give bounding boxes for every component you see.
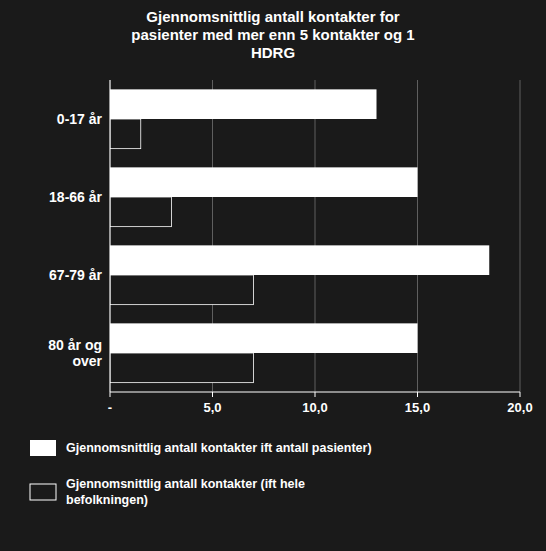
chart: Gjennomsnittlig antall kontakter forpasi… (0, 0, 546, 551)
x-axis-line (110, 392, 520, 393)
bar (110, 275, 254, 305)
bar (110, 245, 489, 275)
grid (110, 80, 520, 392)
bar (110, 197, 172, 227)
bar (110, 167, 418, 197)
tick-mark (417, 392, 418, 397)
tick-label: 15,0 (405, 400, 430, 415)
tick-label: 5,0 (203, 400, 221, 415)
bar (110, 353, 254, 383)
tick-mark (212, 392, 213, 397)
tick-label: 10,0 (302, 400, 327, 415)
grid-line (520, 80, 521, 392)
title: Gjennomsnittlig antall kontakter forpasi… (131, 8, 414, 61)
bars (110, 89, 489, 382)
legend-label: Gjennomsnittlig antall kontakter (ift he… (66, 477, 305, 507)
legend-label: Gjennomsnittlig antall kontakter ift ant… (66, 441, 372, 455)
legend-swatch (30, 440, 56, 456)
grid-line (110, 80, 111, 392)
category-label: 0-17 år (57, 111, 103, 127)
tick-label: - (108, 400, 112, 415)
legend: Gjennomsnittlig antall kontakter ift ant… (30, 440, 372, 507)
bar (110, 89, 377, 119)
tick-mark (110, 392, 111, 397)
category-label: 18-66 år (49, 189, 102, 205)
tick-mark (315, 392, 316, 397)
legend-swatch (30, 484, 56, 500)
bar (110, 323, 418, 353)
y-axis-line (110, 80, 111, 392)
bar (110, 119, 141, 149)
tick-mark (520, 392, 521, 397)
tick-label: 20,0 (507, 400, 532, 415)
category-label: 80 år ogover (48, 337, 102, 369)
category-label: 67-79 år (49, 267, 102, 283)
background (0, 0, 546, 551)
